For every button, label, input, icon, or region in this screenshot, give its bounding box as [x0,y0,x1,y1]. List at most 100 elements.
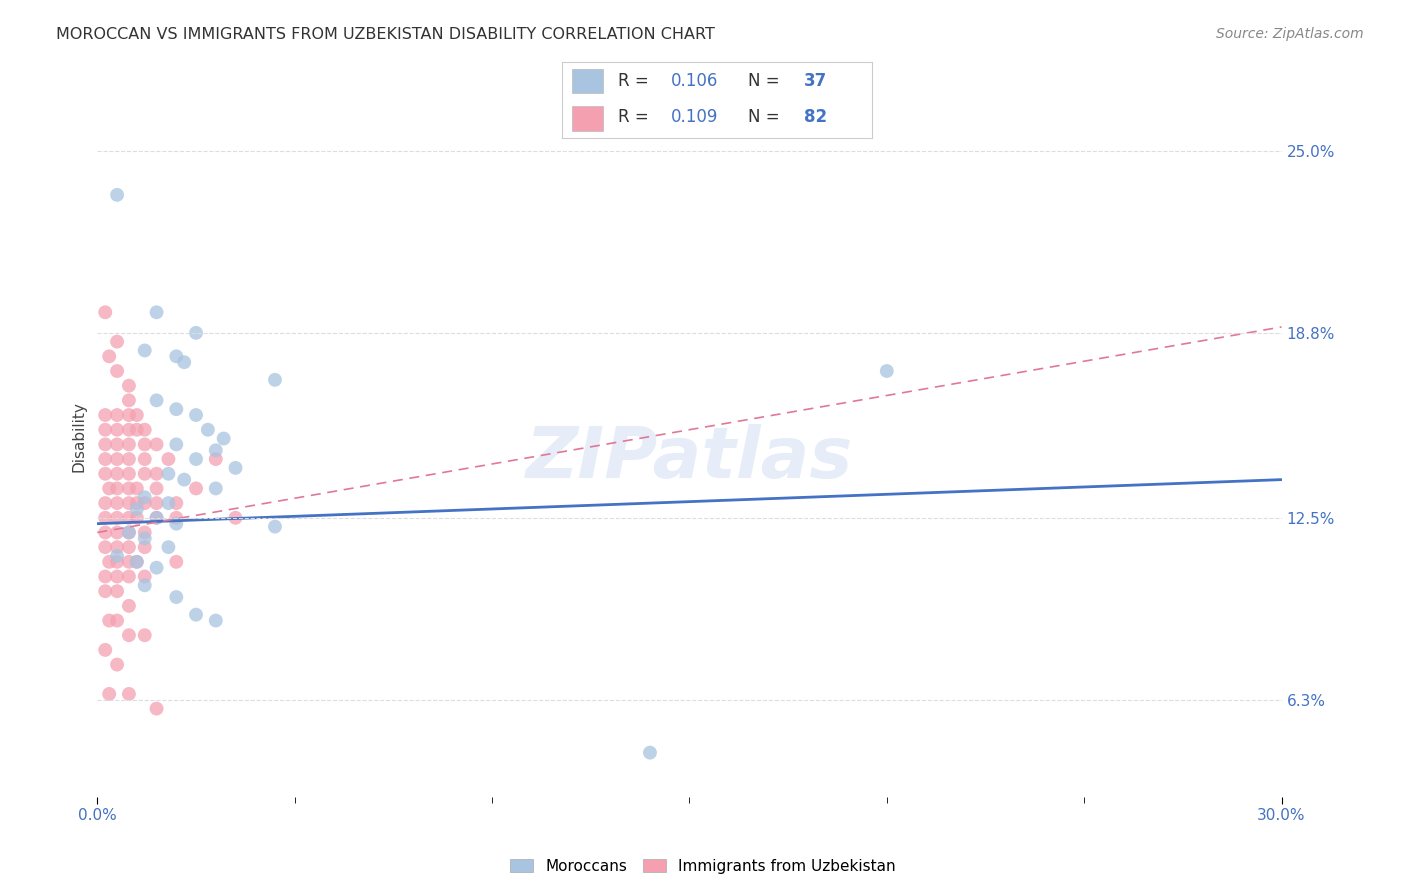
Point [105,482,128,496]
Point [118,687,141,701]
Point [145,393,167,408]
Point [157,467,180,481]
Text: MOROCCAN VS IMMIGRANTS FROM UZBEKISTAN DISABILITY CORRELATION CHART: MOROCCAN VS IMMIGRANTS FROM UZBEKISTAN D… [56,27,716,42]
Point [157,540,180,554]
Point [145,510,167,524]
Point [204,452,226,467]
Point [125,555,148,569]
Point [165,402,187,417]
Point [165,496,187,510]
Point [134,490,156,504]
Point [173,355,195,369]
Point [212,432,235,446]
Point [118,525,141,540]
Point [105,452,128,467]
Text: N =: N = [748,108,785,126]
Point [105,569,128,583]
Point [98,614,121,628]
Text: R =: R = [619,71,654,89]
Point [157,452,180,467]
Text: N =: N = [748,71,785,89]
Point [118,452,141,467]
Point [165,349,187,363]
Point [118,555,141,569]
Point [105,525,128,540]
Text: ZIPatlas: ZIPatlas [526,424,853,493]
Point [134,437,156,451]
Point [105,549,128,563]
Point [224,510,246,524]
Point [165,510,187,524]
Point [134,525,156,540]
Point [105,364,128,378]
Point [134,343,156,358]
Point [145,510,167,524]
Point [105,657,128,672]
Point [98,687,121,701]
Point [134,423,156,437]
Point [105,540,128,554]
Point [264,373,287,387]
Point [94,305,117,319]
Point [134,496,156,510]
Point [125,423,148,437]
Point [125,510,148,524]
Point [105,187,128,202]
Point [165,590,187,604]
Bar [572,106,603,130]
Text: 0.109: 0.109 [671,108,718,126]
Point [118,423,141,437]
Point [145,482,167,496]
Point [118,525,141,540]
Point [125,482,148,496]
Point [118,482,141,496]
Point [204,614,226,628]
Point [98,482,121,496]
Point [105,555,128,569]
Point [134,467,156,481]
Point [134,532,156,546]
Point [145,560,167,574]
Point [184,482,207,496]
Point [204,482,226,496]
Point [224,461,246,475]
Point [134,452,156,467]
Point [125,555,148,569]
Text: 0.106: 0.106 [671,71,718,89]
Point [118,437,141,451]
Point [165,555,187,569]
Point [118,628,141,642]
Point [94,467,117,481]
Point [94,452,117,467]
Point [134,578,156,592]
Point [184,408,207,422]
Point [118,540,141,554]
Point [94,540,117,554]
Point [105,423,128,437]
Point [165,437,187,451]
Point [145,305,167,319]
Bar [572,69,603,93]
Point [145,437,167,451]
Point [94,510,117,524]
Point [145,467,167,481]
Text: 82: 82 [804,108,827,126]
Point [105,437,128,451]
Point [197,423,219,437]
Point [118,393,141,408]
Point [105,408,128,422]
Point [98,555,121,569]
Point [105,614,128,628]
Point [134,628,156,642]
Point [105,510,128,524]
Point [134,540,156,554]
Point [638,746,661,760]
Point [118,510,141,524]
Point [94,584,117,599]
Point [184,452,207,467]
Text: 37: 37 [804,71,827,89]
Point [204,443,226,458]
Point [94,408,117,422]
Point [184,326,207,340]
Point [94,525,117,540]
